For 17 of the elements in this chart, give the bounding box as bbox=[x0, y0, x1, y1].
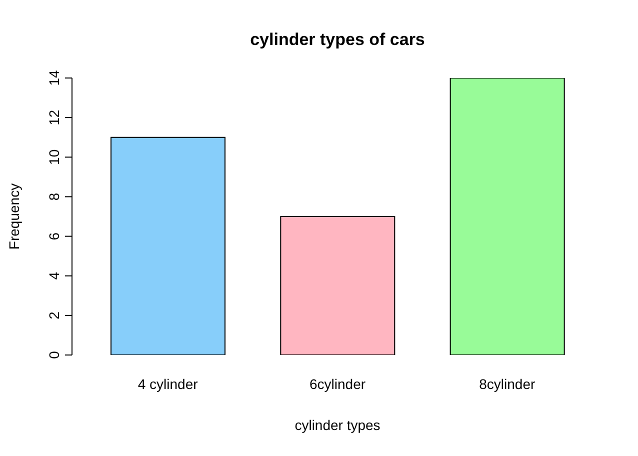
x-tick-label: 8cylinder bbox=[479, 376, 536, 392]
y-tick-label: 8 bbox=[46, 192, 62, 201]
y-tick-label: 0 bbox=[46, 350, 62, 359]
y-tick-label: 2 bbox=[46, 311, 62, 320]
x-tick-label: 6cylinder bbox=[309, 376, 366, 392]
x-tick-label: 4 cylinder bbox=[138, 376, 198, 392]
bar bbox=[450, 78, 565, 355]
chart-title: cylinder types of cars bbox=[249, 30, 426, 50]
y-axis-title: Frequency bbox=[6, 183, 22, 250]
y-tick-label: 10 bbox=[46, 149, 62, 165]
y-tick-label: 6 bbox=[46, 232, 62, 240]
y-tick-label: 14 bbox=[46, 70, 62, 86]
bar bbox=[280, 216, 396, 355]
bar bbox=[110, 136, 226, 355]
y-tick-label: 12 bbox=[46, 110, 62, 126]
y-tick-label: 4 bbox=[46, 272, 62, 280]
x-axis-title: cylinder types bbox=[294, 417, 380, 433]
